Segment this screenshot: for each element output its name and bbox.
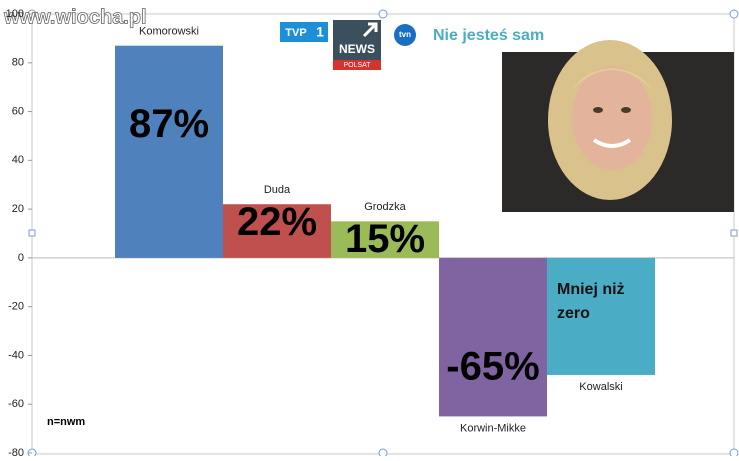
photo <box>502 40 734 212</box>
logo-tvp-number: 1 <box>316 24 324 40</box>
category-label: Kowalski <box>579 381 622 393</box>
category-label: Duda <box>264 184 291 196</box>
y-tick-label: 20 <box>12 203 24 215</box>
y-tick-label: -80 <box>8 447 24 456</box>
value-label: 22% <box>237 200 317 244</box>
watermark: www.wiocha.pl <box>3 6 147 28</box>
y-tick-label: -20 <box>8 301 24 313</box>
y-tick-label: 60 <box>12 105 24 117</box>
logo-tvp: TVP <box>285 27 306 39</box>
headline: Nie jesteś sam <box>433 27 544 44</box>
bar <box>115 45 223 258</box>
bar <box>547 257 655 375</box>
value-label: 15% <box>345 217 425 261</box>
value-label: 87% <box>129 102 209 146</box>
y-tick-label: 80 <box>12 57 24 69</box>
y-tick-label: 0 <box>18 252 24 264</box>
bar <box>439 257 547 417</box>
y-tick-label: -40 <box>8 349 24 361</box>
logo-tvn: tvn <box>399 30 411 39</box>
note: n=nwm <box>47 416 85 428</box>
y-tick-label: 100 <box>6 8 24 20</box>
value-label: -65% <box>446 344 539 388</box>
bar <box>331 221 439 258</box>
y-tick-label: -60 <box>8 398 24 410</box>
logo-news: NEWS <box>339 42 375 56</box>
category-label: Grodzka <box>364 201 406 213</box>
annotation: Mniej niż zero <box>557 281 625 322</box>
category-label: Korwin-Mikke <box>460 422 526 434</box>
logo-polsat: POLSAT <box>343 62 371 69</box>
bar <box>223 204 331 258</box>
y-tick-label: 40 <box>12 154 24 166</box>
category-label: Komorowski <box>139 26 199 38</box>
logos: TVP 1 NEWS POLSAT tvn <box>280 20 416 70</box>
